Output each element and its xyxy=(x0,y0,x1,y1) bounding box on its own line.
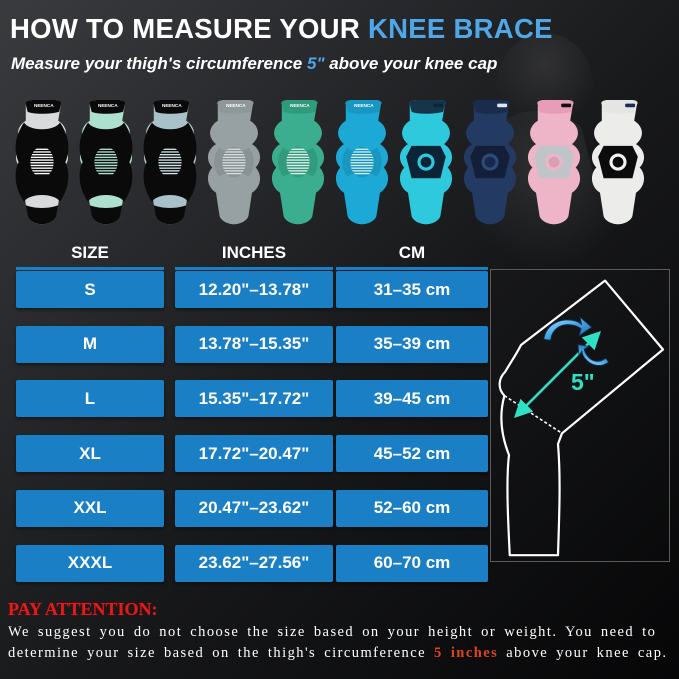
svg-text:NEENCA: NEENCA xyxy=(226,103,246,108)
svg-text:NEENCA: NEENCA xyxy=(290,103,310,108)
svg-text:5": 5" xyxy=(571,369,595,395)
svg-text:NEENCA: NEENCA xyxy=(162,103,182,108)
svg-text:NEENCA: NEENCA xyxy=(354,103,374,108)
svg-text:NEENCA: NEENCA xyxy=(34,103,54,108)
svg-text:NEENCA: NEENCA xyxy=(98,103,118,108)
